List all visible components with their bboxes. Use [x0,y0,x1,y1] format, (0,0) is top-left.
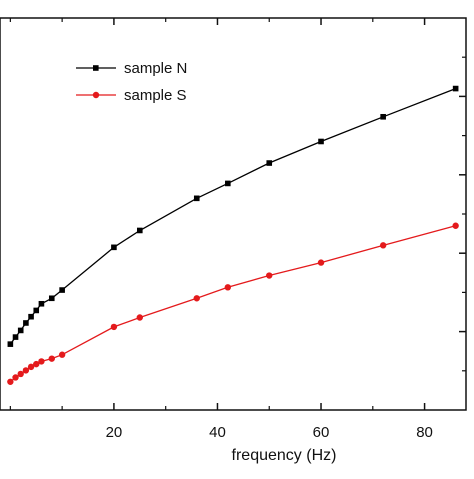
x-tick-label: 60 [313,424,330,441]
data-point [379,242,387,249]
data-point [28,313,34,320]
x-tick-label: 20 [106,424,123,441]
legend: sample N sample S [76,60,187,104]
data-point [48,295,55,302]
legend-marker [92,91,100,99]
bottom-x-ticks [9,403,426,410]
series-line [9,87,456,345]
data-point [380,113,386,120]
x-axis-title: frequency (Hz) [232,447,337,464]
data-point [224,284,232,291]
data-point [27,363,35,371]
data-point [7,378,14,385]
data-point [317,259,325,266]
data-point [59,287,65,293]
legend-label: sample N [124,60,187,77]
data-point [452,85,459,92]
top-x-ticks [9,18,426,25]
data-point [193,295,200,302]
data-point [48,355,55,362]
x-tick-label: 80 [416,424,433,441]
data-point [12,334,19,340]
x-tick-label: 40 [209,424,226,441]
data-point [33,360,40,368]
legend-entry: sample N [76,60,187,77]
data-point [318,138,324,145]
data-point [58,351,66,358]
legend-entry: sample S [76,87,187,104]
data-point [136,314,143,321]
right-y-ticks [459,56,466,372]
legend-label: sample S [124,87,187,104]
data-point [17,327,24,334]
data-point [452,222,459,229]
data-point [137,227,143,234]
data-point [7,341,14,347]
data-point [193,195,200,202]
series-line [9,225,456,383]
data-point [225,180,231,187]
series-1 [7,222,459,385]
data-point [17,370,24,378]
x-tick-labels: 20 40 60 80 [106,424,433,441]
data-point [22,367,30,374]
data-point [33,307,40,314]
data-point [23,320,29,326]
series-layer [7,85,459,385]
data-point [38,358,45,365]
data-point [110,323,118,331]
data-point [12,374,19,381]
legend-marker [93,65,99,71]
data-point [111,244,117,251]
series-0 [7,85,459,347]
data-point [38,300,45,307]
data-point [266,160,273,166]
data-point [266,272,273,279]
